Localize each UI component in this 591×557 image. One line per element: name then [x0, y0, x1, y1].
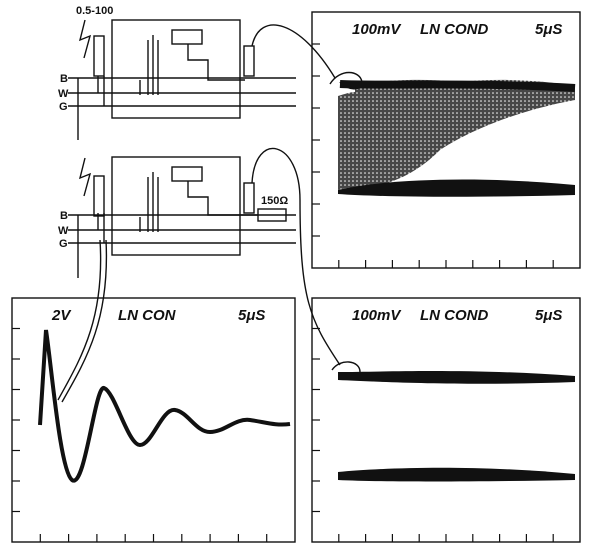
terminal: G: [59, 238, 68, 250]
traces: [40, 73, 575, 482]
terminal: B: [60, 73, 68, 85]
terminal: G: [59, 101, 68, 113]
terminal: W: [58, 225, 69, 237]
scope-time: 5μS: [535, 307, 562, 324]
circuit-2: 150Ω B W G: [58, 149, 340, 402]
scope-scale: 100mV: [352, 21, 402, 38]
scope-mode: LN COND: [420, 21, 488, 38]
terminal: W: [58, 88, 69, 100]
scope-scale: 2V: [51, 307, 72, 324]
trace-mass: [338, 80, 575, 190]
scope-mode: LN COND: [420, 307, 488, 324]
scope-mode: LN CON: [118, 307, 177, 324]
figure: 0.5-100 B W G 150Ω B W G: [0, 0, 591, 557]
scope-frame: [312, 298, 580, 542]
source-label: 0.5-100: [76, 5, 113, 17]
scope-time: 5μS: [238, 307, 265, 324]
circuit-1: 0.5-100 B W G: [58, 5, 335, 140]
scope-scale: 100mV: [352, 307, 402, 324]
scope-time: 5μS: [535, 21, 562, 38]
resistor-label: 150Ω: [261, 195, 288, 207]
terminal: B: [60, 210, 68, 222]
